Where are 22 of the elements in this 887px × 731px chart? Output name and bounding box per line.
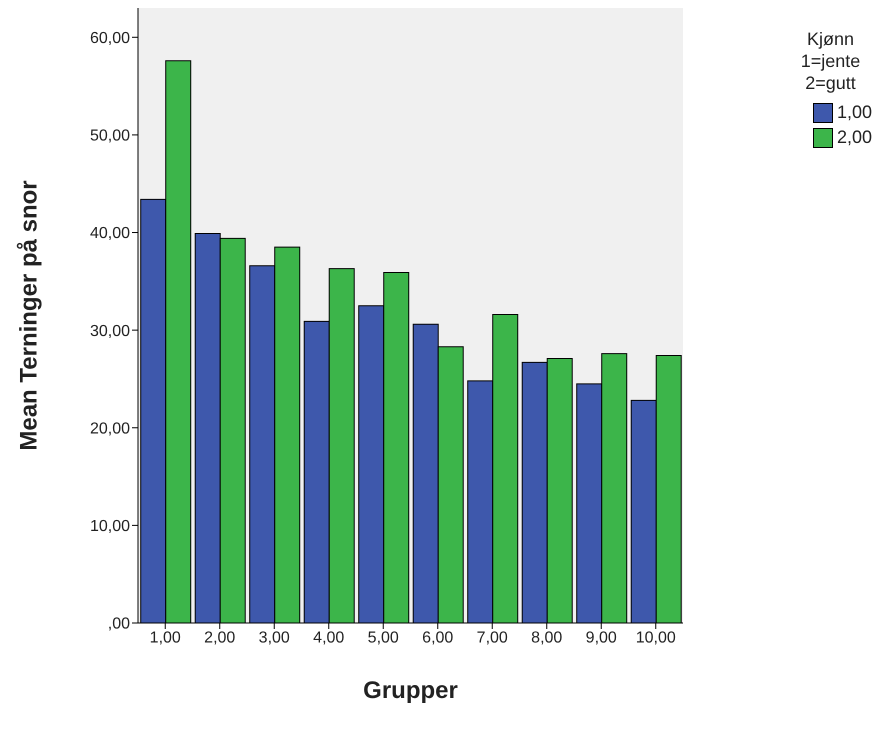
y-axis-title: Mean Terninger på snor (16, 180, 43, 451)
y-tick-label: ,00 (108, 616, 130, 633)
x-tick-label: 5,00 (368, 629, 399, 646)
x-tick-label: 7,00 (476, 629, 508, 646)
x-tick-label: 4,00 (313, 629, 344, 646)
x-tick-label: 1,00 (150, 629, 181, 646)
x-tick-label: 10,00 (636, 629, 676, 646)
y-tick-label: 50,00 (90, 128, 130, 145)
legend-label: 1,00 (837, 102, 872, 123)
y-tick-label: 60,00 (90, 30, 130, 47)
y-tick-label: 20,00 (90, 420, 130, 438)
y-tick-label: 30,00 (90, 322, 130, 340)
x-tick-label: 2,00 (204, 629, 236, 646)
x-tick-label: 8,00 (531, 629, 562, 646)
x-tick-label: 3,00 (258, 629, 290, 646)
x-axis-title: Grupper (363, 677, 458, 704)
x-tick-label: 9,00 (586, 629, 617, 646)
y-tick-label: 10,00 (90, 518, 130, 536)
y-tick-label: 40,00 (90, 225, 130, 242)
x-tick-label: 6,00 (422, 629, 454, 646)
legend-label: 2,00 (837, 127, 872, 148)
legend-title: Kjønn 1=jente 2=gutt (800, 28, 862, 94)
